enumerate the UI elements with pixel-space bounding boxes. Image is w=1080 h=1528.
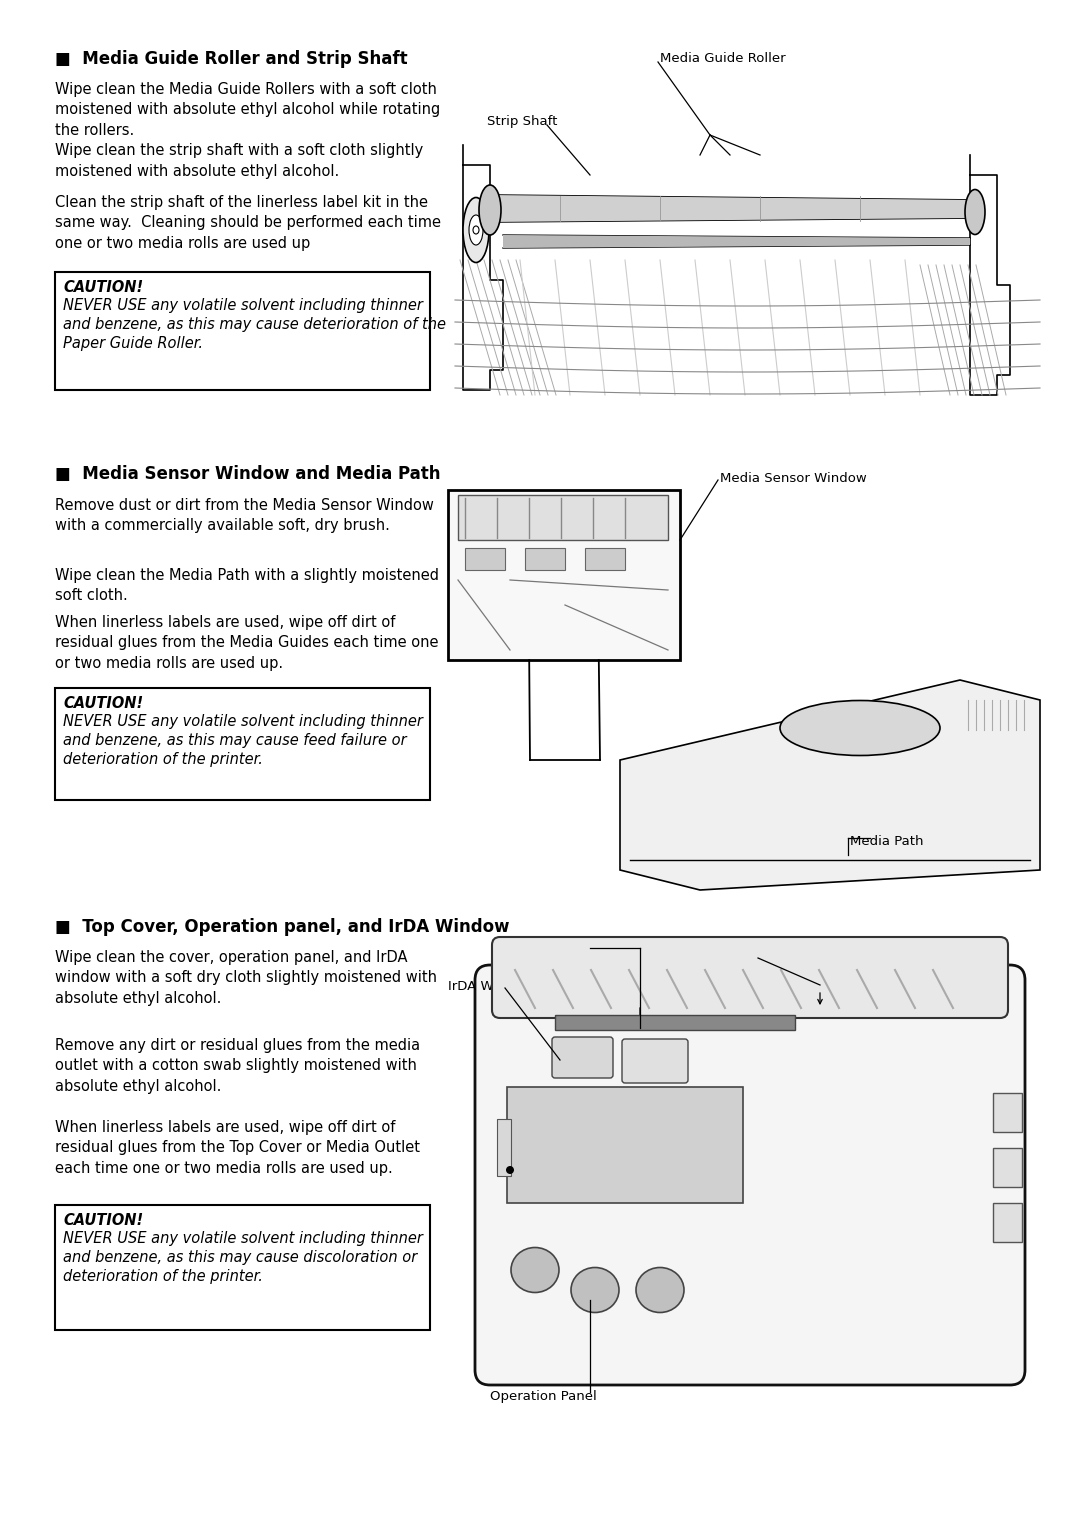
Text: Media Outlet: Media Outlet	[590, 940, 676, 953]
Ellipse shape	[473, 226, 480, 234]
Text: Operation Panel: Operation Panel	[490, 1390, 597, 1403]
Text: Wipe clean the Media Guide Rollers with a soft cloth
moistened with absolute eth: Wipe clean the Media Guide Rollers with …	[55, 83, 441, 179]
Ellipse shape	[469, 215, 483, 244]
Text: ■  Media Guide Roller and Strip Shaft: ■ Media Guide Roller and Strip Shaft	[55, 50, 407, 69]
Ellipse shape	[463, 197, 489, 263]
FancyBboxPatch shape	[458, 495, 669, 539]
Ellipse shape	[571, 1268, 619, 1313]
FancyBboxPatch shape	[55, 1206, 430, 1329]
FancyBboxPatch shape	[585, 549, 625, 570]
Text: NEVER USE any volatile solvent including thinner
and benzene, as this may cause : NEVER USE any volatile solvent including…	[63, 298, 446, 351]
Text: CAUTION!: CAUTION!	[63, 695, 144, 711]
FancyBboxPatch shape	[55, 272, 430, 390]
Text: NEVER USE any volatile solvent including thinner
and benzene, as this may cause : NEVER USE any volatile solvent including…	[63, 714, 423, 767]
Text: Media Path: Media Path	[850, 834, 923, 848]
Text: ■  Media Sensor Window and Media Path: ■ Media Sensor Window and Media Path	[55, 465, 441, 483]
FancyBboxPatch shape	[993, 1093, 1022, 1132]
Text: Remove any dirt or residual glues from the media
outlet with a cotton swab sligh: Remove any dirt or residual glues from t…	[55, 1038, 420, 1094]
Text: Top Cover: Top Cover	[760, 950, 826, 963]
Polygon shape	[490, 196, 975, 222]
Text: Media Guide Roller: Media Guide Roller	[660, 52, 785, 66]
Text: Strip Shaft: Strip Shaft	[487, 115, 557, 128]
Polygon shape	[620, 680, 1040, 889]
FancyBboxPatch shape	[448, 490, 680, 660]
Polygon shape	[503, 235, 970, 248]
Text: CAUTION!: CAUTION!	[63, 1213, 144, 1229]
Text: Clean the strip shaft of the linerless label kit in the
same way.  Cleaning shou: Clean the strip shaft of the linerless l…	[55, 196, 441, 251]
FancyBboxPatch shape	[555, 1015, 795, 1030]
FancyBboxPatch shape	[475, 966, 1025, 1384]
FancyBboxPatch shape	[525, 549, 565, 570]
Ellipse shape	[480, 185, 501, 235]
Text: NEVER USE any volatile solvent including thinner
and benzene, as this may cause : NEVER USE any volatile solvent including…	[63, 1232, 423, 1285]
Text: Media Sensor Window: Media Sensor Window	[720, 472, 867, 484]
Text: When linerless labels are used, wipe off dirt of
residual glues from the Top Cov: When linerless labels are used, wipe off…	[55, 1120, 420, 1177]
FancyBboxPatch shape	[622, 1039, 688, 1083]
FancyBboxPatch shape	[507, 1086, 743, 1203]
FancyBboxPatch shape	[465, 549, 505, 570]
Ellipse shape	[780, 700, 940, 755]
FancyBboxPatch shape	[993, 1203, 1022, 1242]
Text: ■  Top Cover, Operation panel, and IrDA Window: ■ Top Cover, Operation panel, and IrDA W…	[55, 918, 510, 937]
FancyBboxPatch shape	[993, 1148, 1022, 1187]
Text: When linerless labels are used, wipe off dirt of
residual glues from the Media G: When linerless labels are used, wipe off…	[55, 614, 438, 671]
FancyBboxPatch shape	[497, 1118, 511, 1177]
FancyBboxPatch shape	[492, 937, 1008, 1018]
Text: Wipe clean the Media Path with a slightly moistened
soft cloth.: Wipe clean the Media Path with a slightl…	[55, 568, 438, 604]
Text: IrDA Window: IrDA Window	[448, 979, 534, 993]
FancyBboxPatch shape	[55, 688, 430, 801]
Text: CAUTION!: CAUTION!	[63, 280, 144, 295]
FancyBboxPatch shape	[552, 1038, 613, 1077]
Ellipse shape	[966, 189, 985, 234]
Text: Remove dust or dirt from the Media Sensor Window
with a commercially available s: Remove dust or dirt from the Media Senso…	[55, 498, 434, 533]
Ellipse shape	[636, 1268, 684, 1313]
Text: Wipe clean the cover, operation panel, and IrDA
window with a soft dry cloth sli: Wipe clean the cover, operation panel, a…	[55, 950, 437, 1005]
Ellipse shape	[511, 1247, 559, 1293]
Ellipse shape	[507, 1166, 514, 1174]
